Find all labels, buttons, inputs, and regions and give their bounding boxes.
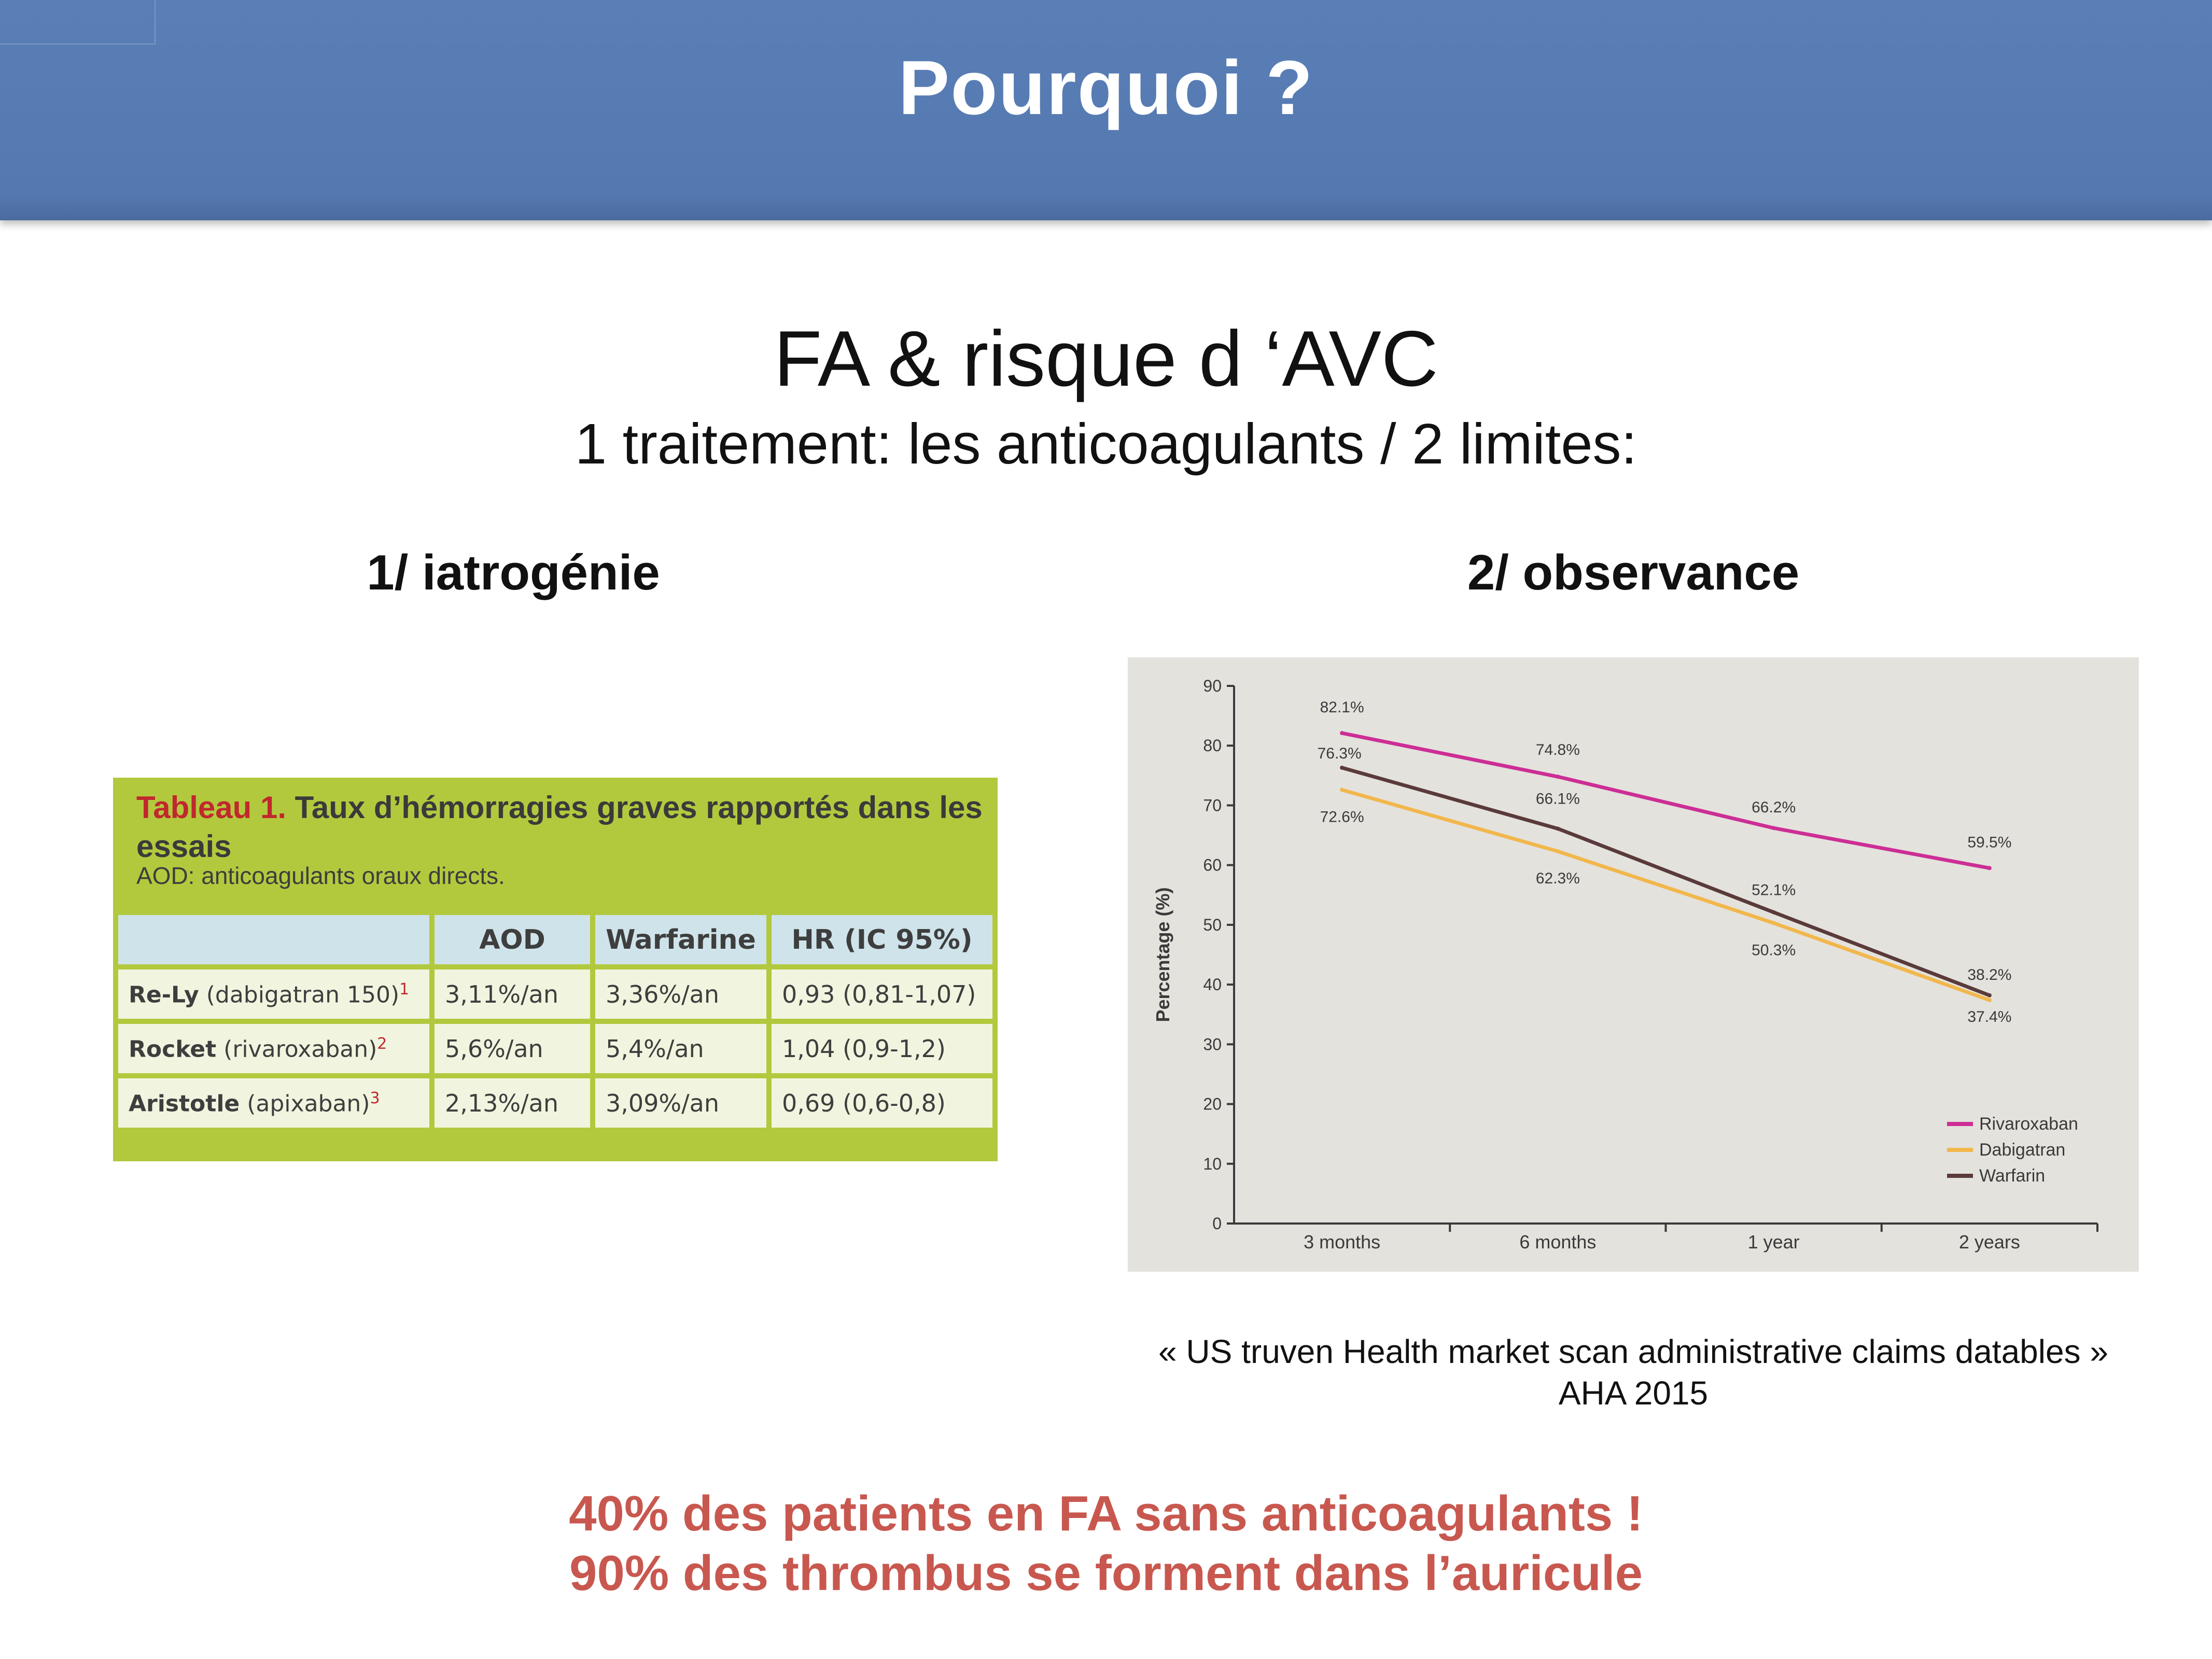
title-bar: Pourquoi ? — [0, 0, 2212, 220]
trial-drug: (dabigatran 150) — [206, 981, 400, 1008]
x-tick-label: 2 years — [1959, 1231, 2020, 1253]
data-point — [1987, 998, 1992, 1003]
corner-box — [0, 0, 156, 45]
y-tick-label: 50 — [1203, 916, 1222, 934]
data-point — [1987, 993, 1992, 997]
y-tick-label: 70 — [1203, 796, 1222, 814]
trial-name: Re-Ly — [129, 981, 199, 1008]
y-tick-label: 40 — [1203, 975, 1222, 994]
key-message-2: 90% des thrombus se forment dans l’auric… — [569, 1545, 1643, 1601]
key-message-1: 40% des patients en FA sans anticoagulan… — [569, 1486, 1643, 1541]
table-row: Aristotle (apixaban)3 2,13%/an 3,09%/an … — [113, 1073, 998, 1133]
aod-cell: 3,11%/an — [429, 964, 595, 1024]
bleeding-table-figure: Tableau 1. Taux d’hémorragies graves rap… — [113, 778, 998, 1161]
data-point — [1771, 921, 1776, 925]
data-label: 37.4% — [1967, 1008, 2011, 1025]
y-tick-label: 60 — [1203, 856, 1222, 875]
table-header-aod: AOD — [429, 910, 595, 969]
data-label: 76.3% — [1318, 745, 1362, 762]
column-title-observance: 2/ observance — [1467, 545, 1800, 600]
data-label: 62.3% — [1536, 870, 1580, 887]
table-caption-label: Tableau 1. — [136, 790, 286, 825]
trial-cell: Rocket (rivaroxaban)2 — [113, 1019, 435, 1078]
hr-cell: 1,04 (0,9-1,2) — [766, 1019, 998, 1078]
data-point — [1556, 775, 1560, 779]
y-tick-label: 90 — [1203, 677, 1222, 695]
hr-cell: 0,93 (0,81-1,07) — [766, 964, 998, 1024]
y-tick-label: 20 — [1203, 1095, 1222, 1114]
bleeding-table: AOD Warfarine HR (IC 95%) Re-Ly (dabigat… — [113, 910, 998, 1133]
slide-heading: FA & risque d ‘AVC — [774, 315, 1438, 403]
data-label: 66.1% — [1536, 790, 1580, 807]
data-label: 66.2% — [1752, 799, 1796, 816]
data-label: 38.2% — [1967, 966, 2011, 983]
data-point — [1771, 826, 1776, 831]
y-tick-label: 0 — [1212, 1214, 1222, 1233]
observance-chart: 0 10 20 30 40 50 60 70 80 90 3 months 6 months 1 yea… — [1128, 657, 2139, 1272]
trial-ref: 2 — [377, 1034, 387, 1053]
data-label: 72.6% — [1320, 808, 1364, 825]
column-title-iatrogenie: 1/ iatrogénie — [367, 545, 660, 600]
legend-label: Dabigatran — [1979, 1140, 2065, 1160]
data-label: 74.8% — [1536, 741, 1580, 758]
source-line-2: AHA 2015 — [1558, 1374, 1709, 1412]
x-tick-label: 6 months — [1519, 1231, 1596, 1253]
trial-name: Rocket — [129, 1036, 217, 1063]
table-caption: Tableau 1. Taux d’hémorragies graves rap… — [136, 788, 987, 866]
aod-cell: 2,13%/an — [429, 1073, 595, 1133]
trial-cell: Aristotle (apixaban)3 — [113, 1073, 435, 1133]
slide-subheading: 1 traitement: les anticoagulants / 2 lim… — [575, 412, 1637, 476]
data-point — [1556, 849, 1560, 854]
y-tick-label: 80 — [1203, 736, 1222, 755]
table-caption-text: Taux d’hémorragies graves rapportés dans… — [136, 790, 983, 864]
series-line-rivaroxaban — [1340, 731, 1992, 870]
table-header-row: AOD Warfarine HR (IC 95%) — [113, 910, 998, 969]
trial-drug: (rivaroxaban) — [223, 1036, 377, 1063]
warfarine-cell: 5,4%/an — [590, 1019, 772, 1078]
data-label: 82.1% — [1320, 699, 1364, 716]
hr-cell: 0,69 (0,6-0,8) — [766, 1073, 998, 1133]
legend-label: Rivaroxaban — [1979, 1114, 2078, 1134]
y-tick-label: 10 — [1203, 1155, 1222, 1173]
table-header-empty — [113, 910, 435, 969]
slide-title: Pourquoi ? — [898, 45, 1314, 131]
series-line-warfarin — [1340, 766, 1992, 997]
table-row: Rocket (rivaroxaban)2 5,6%/an 5,4%/an 1,… — [113, 1019, 998, 1078]
data-point — [1987, 866, 1992, 870]
table-header-warfarine: Warfarine — [590, 910, 772, 969]
trial-ref: 1 — [399, 980, 410, 999]
data-point — [1771, 910, 1776, 915]
data-point — [1340, 731, 1345, 736]
aod-cell: 5,6%/an — [429, 1019, 595, 1078]
data-point — [1340, 765, 1345, 770]
warfarine-cell: 3,09%/an — [590, 1073, 772, 1133]
x-tick-label: 1 year — [1748, 1231, 1800, 1253]
x-tick-label: 3 months — [1304, 1231, 1380, 1253]
source-line-1: « US truven Health market scan administr… — [1158, 1333, 2108, 1370]
data-point — [1556, 826, 1560, 831]
y-tick-label: 30 — [1203, 1035, 1222, 1053]
data-label: 50.3% — [1752, 941, 1796, 959]
data-point — [1340, 788, 1345, 792]
table-row: Re-Ly (dabigatran 150)1 3,11%/an 3,36%/a… — [113, 964, 998, 1024]
y-axis-label: Percentage (%) — [1152, 887, 1173, 1022]
data-label: 59.5% — [1967, 834, 2011, 851]
data-label: 52.1% — [1752, 882, 1796, 899]
trial-drug: (apixaban) — [247, 1090, 370, 1117]
line-chart: 0 10 20 30 40 50 60 70 80 90 3 months 6 months 1 yea… — [1152, 677, 2098, 1253]
trial-ref: 3 — [370, 1089, 380, 1107]
trial-cell: Re-Ly (dabigatran 150)1 — [113, 964, 435, 1024]
legend-label: Warfarin — [1979, 1166, 2045, 1186]
table-note: AOD: anticoagulants oraux directs. — [136, 862, 505, 889]
table-header-hr: HR (IC 95%) — [766, 910, 998, 969]
series-line-dabigatran — [1340, 788, 1992, 1002]
trial-name: Aristotle — [129, 1090, 240, 1117]
warfarine-cell: 3,36%/an — [590, 964, 772, 1024]
